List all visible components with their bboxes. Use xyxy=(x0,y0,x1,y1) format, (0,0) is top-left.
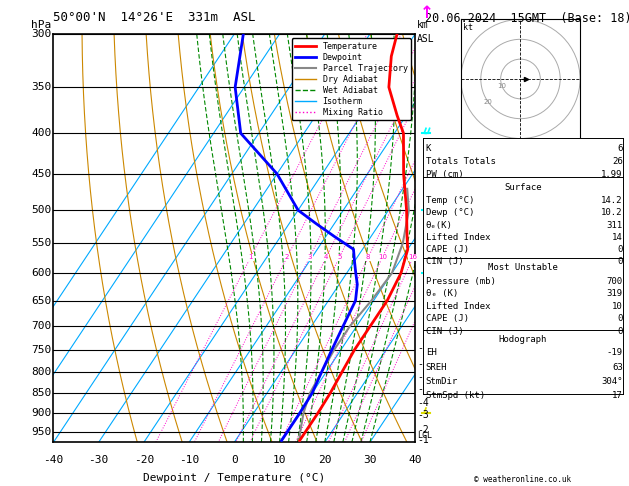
Text: -2: -2 xyxy=(417,425,429,434)
Text: Totals Totals: Totals Totals xyxy=(426,157,496,166)
Text: -10: -10 xyxy=(179,454,199,465)
Text: 350: 350 xyxy=(31,82,52,92)
Text: 304°: 304° xyxy=(601,377,623,386)
Text: -4: -4 xyxy=(417,398,429,408)
Text: ASL: ASL xyxy=(417,34,435,44)
Text: 6: 6 xyxy=(617,144,623,153)
Text: -20: -20 xyxy=(134,454,154,465)
Text: 2: 2 xyxy=(285,254,289,260)
Text: 319: 319 xyxy=(606,289,623,298)
Text: 850: 850 xyxy=(31,388,52,398)
Text: 20: 20 xyxy=(318,454,331,465)
Text: Dewpoint / Temperature (°C): Dewpoint / Temperature (°C) xyxy=(143,473,325,483)
Text: 26: 26 xyxy=(612,157,623,166)
Text: -40: -40 xyxy=(43,454,64,465)
Text: -19: -19 xyxy=(606,348,623,358)
Text: 450: 450 xyxy=(31,169,52,179)
Text: 500: 500 xyxy=(31,205,52,215)
Text: 10: 10 xyxy=(378,254,387,260)
Text: ↑: ↑ xyxy=(420,4,434,22)
Text: Mixing Ratio (g/kg): Mixing Ratio (g/kg) xyxy=(447,215,456,327)
Text: 0: 0 xyxy=(617,257,623,266)
Text: 40: 40 xyxy=(408,454,422,465)
Text: 10: 10 xyxy=(498,83,506,89)
Text: Dewp (°C): Dewp (°C) xyxy=(426,208,474,218)
Text: 63: 63 xyxy=(612,363,623,372)
Text: 16: 16 xyxy=(409,254,418,260)
Text: 8: 8 xyxy=(366,254,370,260)
Text: Surface: Surface xyxy=(504,183,542,192)
Text: 950: 950 xyxy=(31,427,52,436)
Text: 14: 14 xyxy=(612,233,623,242)
Text: CIN (J): CIN (J) xyxy=(426,257,464,266)
Text: 0: 0 xyxy=(617,245,623,254)
Text: 311: 311 xyxy=(606,221,623,230)
Text: CAPE (J): CAPE (J) xyxy=(426,245,469,254)
Text: Lifted Index: Lifted Index xyxy=(426,302,491,311)
Text: -6: -6 xyxy=(417,372,429,382)
Text: StmDir: StmDir xyxy=(426,377,458,386)
Text: CAPE (J): CAPE (J) xyxy=(426,314,469,324)
Text: 900: 900 xyxy=(31,408,52,418)
Text: 600: 600 xyxy=(31,268,52,278)
Legend: Temperature, Dewpoint, Parcel Trajectory, Dry Adiabat, Wet Adiabat, Isotherm, Mi: Temperature, Dewpoint, Parcel Trajectory… xyxy=(292,38,411,121)
Text: 17: 17 xyxy=(612,391,623,400)
Text: Most Unstable: Most Unstable xyxy=(487,263,558,273)
Text: -8: -8 xyxy=(417,343,429,353)
Text: StmSpd (kt): StmSpd (kt) xyxy=(426,391,485,400)
Text: LCL: LCL xyxy=(417,432,432,440)
Text: 0: 0 xyxy=(617,314,623,324)
Text: 5: 5 xyxy=(337,254,342,260)
Text: -7: -7 xyxy=(417,359,429,368)
Text: 20: 20 xyxy=(484,99,493,105)
Text: 650: 650 xyxy=(31,295,52,306)
Text: 30: 30 xyxy=(363,454,377,465)
Text: 10: 10 xyxy=(612,302,623,311)
Text: 750: 750 xyxy=(31,345,52,355)
Text: 50°00'N  14°26'E  331m  ASL: 50°00'N 14°26'E 331m ASL xyxy=(53,11,256,24)
Text: CIN (J): CIN (J) xyxy=(426,327,464,336)
Text: © weatheronline.co.uk: © weatheronline.co.uk xyxy=(474,474,571,484)
Text: 10.2: 10.2 xyxy=(601,208,623,218)
Text: 300: 300 xyxy=(31,29,52,39)
Text: 0: 0 xyxy=(231,454,238,465)
Text: Lifted Index: Lifted Index xyxy=(426,233,491,242)
Text: PW (cm): PW (cm) xyxy=(426,170,464,179)
Text: θₑ(K): θₑ(K) xyxy=(426,221,453,230)
Text: 550: 550 xyxy=(31,238,52,248)
Text: θₑ (K): θₑ (K) xyxy=(426,289,458,298)
Text: 400: 400 xyxy=(31,128,52,138)
Text: -5: -5 xyxy=(417,384,429,394)
Text: kt: kt xyxy=(463,23,473,33)
Text: 4: 4 xyxy=(324,254,328,260)
Text: -30: -30 xyxy=(89,454,109,465)
Text: -3: -3 xyxy=(417,410,429,420)
Text: -1: -1 xyxy=(417,435,429,446)
Text: 700: 700 xyxy=(31,321,52,331)
Text: 0: 0 xyxy=(617,327,623,336)
Text: Hodograph: Hodograph xyxy=(499,335,547,345)
Text: 3: 3 xyxy=(308,254,312,260)
Text: 800: 800 xyxy=(31,367,52,377)
Text: K: K xyxy=(426,144,431,153)
Text: SREH: SREH xyxy=(426,363,447,372)
Text: 14.2: 14.2 xyxy=(601,196,623,206)
Text: hPa: hPa xyxy=(31,20,52,30)
Text: 1.99: 1.99 xyxy=(601,170,623,179)
Text: 10: 10 xyxy=(273,454,286,465)
Text: 700: 700 xyxy=(606,277,623,286)
Text: 20.06.2024  15GMT  (Base: 18): 20.06.2024 15GMT (Base: 18) xyxy=(425,12,629,25)
Text: EH: EH xyxy=(426,348,437,358)
Text: Temp (°C): Temp (°C) xyxy=(426,196,474,206)
Text: Pressure (mb): Pressure (mb) xyxy=(426,277,496,286)
Text: km: km xyxy=(417,20,429,30)
Text: 1: 1 xyxy=(248,254,253,260)
